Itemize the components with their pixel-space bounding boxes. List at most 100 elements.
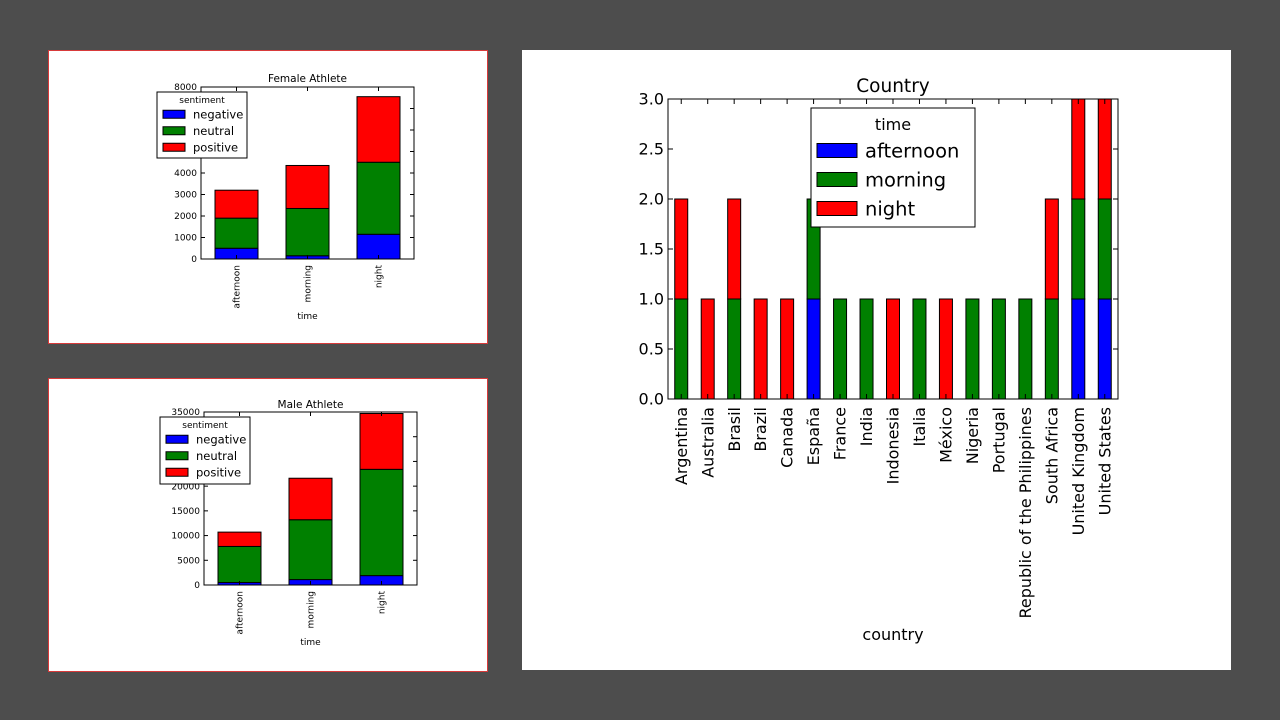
x-tick-label: Brazil bbox=[751, 407, 770, 452]
country-chart: Country 0.0 0.5 1.0 1.5 2.0 2.5 3.0 Argentina Aus… bbox=[639, 76, 1119, 644]
bar-neutral-afternoon bbox=[217, 545, 262, 584]
x-tick-label: morning bbox=[304, 265, 314, 302]
bar-night-australia bbox=[700, 298, 715, 400]
y-tick-label: 1000 bbox=[174, 234, 197, 244]
x-axis-label: time bbox=[300, 638, 321, 648]
bar-neutral-morning bbox=[285, 207, 330, 257]
bar-morning-nigeria bbox=[965, 298, 980, 400]
bar-night-indonesia bbox=[886, 298, 900, 400]
bar-night-canada bbox=[780, 298, 795, 400]
legend-label-negative: negative bbox=[196, 432, 246, 446]
y-tick-label: 0.0 bbox=[639, 390, 664, 409]
x-tick-label: Australia bbox=[698, 407, 717, 478]
y-tick-label: 20000 bbox=[171, 482, 200, 492]
legend-box bbox=[156, 91, 248, 159]
x-tick-label: Nigeria bbox=[963, 407, 982, 464]
bar-neutral-night bbox=[359, 468, 404, 577]
bar-positive-afternoon bbox=[217, 531, 262, 547]
x-axis-label: country bbox=[862, 625, 923, 644]
chart-title: Country bbox=[856, 76, 930, 97]
legend-title: sentiment bbox=[182, 421, 228, 431]
bar-neutral-afternoon bbox=[214, 217, 259, 249]
legend-swatch-afternoon bbox=[816, 143, 858, 158]
bar-night-m-xico bbox=[938, 298, 953, 400]
bar-afternoon-united-states bbox=[1097, 298, 1112, 400]
bar-morning-united-states bbox=[1097, 198, 1112, 300]
bar-morning-portugal bbox=[991, 298, 1006, 400]
male-athlete-chart-panel: Male Athlete0500010000150002000025000300… bbox=[48, 378, 488, 672]
x-tick-label: France bbox=[831, 407, 850, 460]
y-tick-label: 2000 bbox=[174, 212, 197, 222]
bar-positive-night bbox=[359, 412, 404, 470]
legend-swatch-negative bbox=[162, 109, 186, 119]
legend-title: sentiment bbox=[179, 96, 225, 106]
legend-label-afternoon: afternoon bbox=[865, 139, 959, 162]
legend-swatch-neutral bbox=[162, 126, 186, 136]
x-tick-label: México bbox=[937, 407, 956, 463]
legend-swatch-neutral bbox=[165, 451, 189, 461]
x-tick-label: afternoon bbox=[233, 265, 243, 309]
legend-label-positive: positive bbox=[196, 465, 241, 479]
x-tick-label: morning bbox=[307, 591, 317, 628]
legend-label-neutral: neutral bbox=[193, 124, 234, 138]
x-tick-label: España bbox=[804, 407, 823, 465]
y-tick-label: 35000 bbox=[171, 408, 200, 418]
legend-swatch-negative bbox=[165, 434, 189, 444]
bar-morning-argentina bbox=[674, 298, 689, 400]
legend-label-night: night bbox=[865, 197, 916, 220]
legend-label-positive: positive bbox=[193, 140, 238, 154]
chart-title: Male Athlete bbox=[278, 399, 344, 411]
y-tick-label: 3.0 bbox=[639, 90, 664, 109]
chart-title: Female Athlete bbox=[268, 73, 347, 85]
bar-afternoon-espa-a bbox=[806, 298, 821, 400]
legend-title: time bbox=[875, 115, 911, 134]
male-athlete-chart: Male Athlete0500010000150002000025000300… bbox=[159, 399, 418, 648]
legend-swatch-positive bbox=[165, 467, 189, 477]
x-tick-label: afternoon bbox=[236, 591, 246, 635]
bar-morning-republic-of-the-philippines bbox=[1018, 298, 1033, 400]
x-tick-label: Indonesia bbox=[884, 407, 903, 484]
y-tick-label: 0 bbox=[194, 581, 200, 591]
x-tick-label: South Africa bbox=[1042, 407, 1061, 504]
bar-morning-india bbox=[859, 298, 874, 400]
bar-morning-united-kingdom bbox=[1071, 198, 1086, 300]
x-tick-label: Italia bbox=[910, 407, 929, 447]
legend-label-neutral: neutral bbox=[196, 449, 237, 463]
bar-positive-afternoon bbox=[214, 189, 259, 219]
bar-morning-brasil bbox=[727, 298, 742, 400]
legend-swatch-morning bbox=[816, 172, 858, 187]
x-tick-label: Argentina bbox=[672, 407, 691, 485]
y-tick-label: 1.5 bbox=[639, 240, 664, 259]
bar-afternoon-united-kingdom bbox=[1071, 298, 1086, 400]
x-tick-label: night bbox=[375, 265, 385, 289]
female-athlete-chart: Female Athlete01000200030004000500060007… bbox=[156, 73, 415, 322]
x-tick-label: Republic of the Philippines bbox=[1016, 407, 1035, 619]
y-tick-label: 10000 bbox=[171, 532, 200, 542]
bar-neutral-night bbox=[356, 161, 401, 235]
legend-label-negative: negative bbox=[193, 107, 243, 121]
bar-positive-morning bbox=[285, 164, 330, 209]
bar-night-united-kingdom bbox=[1071, 98, 1086, 200]
bar-neutral-morning bbox=[288, 519, 333, 581]
y-tick-label: 2.0 bbox=[639, 190, 664, 209]
y-tick-label: 4000 bbox=[174, 169, 197, 179]
bar-night-brazil bbox=[753, 298, 768, 400]
x-tick-label: Portugal bbox=[989, 407, 1008, 473]
bar-positive-night bbox=[356, 96, 401, 163]
bar-night-united-states bbox=[1097, 98, 1112, 200]
bar-night-brasil bbox=[727, 198, 742, 300]
x-tick-label: India bbox=[857, 407, 876, 446]
x-tick-label: United States bbox=[1095, 407, 1114, 515]
bar-positive-morning bbox=[288, 477, 333, 521]
legend-swatch-positive bbox=[162, 142, 186, 152]
y-tick-label: 1.0 bbox=[639, 290, 664, 309]
legend-swatch-night bbox=[816, 201, 858, 216]
y-tick-label: 0.5 bbox=[639, 340, 664, 359]
y-tick-label: 0 bbox=[191, 255, 197, 265]
bar-morning-italia bbox=[912, 298, 927, 400]
bar-morning-south-africa bbox=[1044, 298, 1059, 400]
y-tick-label: 2.5 bbox=[639, 140, 664, 159]
x-tick-label: Canada bbox=[778, 407, 797, 468]
bar-night-south-africa bbox=[1044, 198, 1059, 300]
x-tick-label: Brasil bbox=[725, 407, 744, 452]
